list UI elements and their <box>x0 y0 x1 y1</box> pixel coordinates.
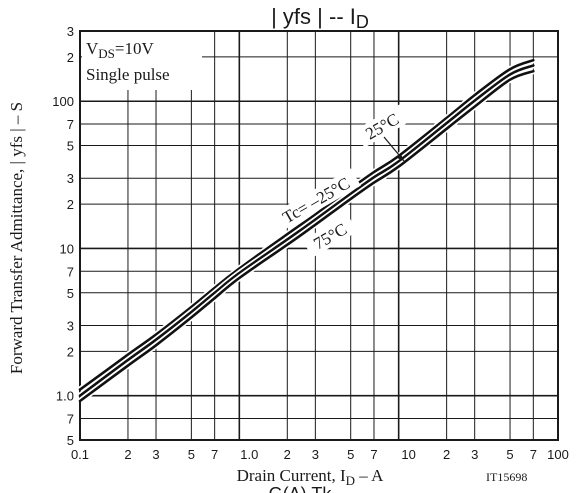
y-tick-labels: 5 7 1.0 2 3 5 7 10 2 3 5 7 100 2 3 <box>52 24 74 448</box>
y-tick-label: 100 <box>52 94 74 109</box>
x-tick-labels: 0.1 2 3 5 7 1.0 2 3 5 7 10 2 3 5 7 100 <box>71 447 569 462</box>
y-axis-label: Forward Transfer Admittance, | yfs | – S <box>7 102 26 374</box>
x-tick-label: 2 <box>284 447 291 462</box>
x-tick-label: 3 <box>471 447 478 462</box>
y-tick-label: 7 <box>67 411 74 426</box>
series-line-1 <box>78 64 535 397</box>
condition-pulse: Single pulse <box>86 65 170 84</box>
x-tick-label: 5 <box>347 447 354 462</box>
y-tick-label: 2 <box>67 344 74 359</box>
x-tick-label: 1.0 <box>240 447 258 462</box>
y-tick-label: 5 <box>67 286 74 301</box>
y-tick-label: 2 <box>67 197 74 212</box>
y-tick-label: 7 <box>67 264 74 279</box>
x-tick-label: 7 <box>530 447 537 462</box>
conditions-box <box>82 32 202 90</box>
y-tick-label: 7 <box>67 117 74 132</box>
series-line-2 <box>78 69 535 403</box>
y-tick-label: 3 <box>67 318 74 333</box>
y-tick-label: 2 <box>67 50 74 65</box>
figure-code: IT15698 <box>486 470 527 484</box>
bottom-clipped-text: G(A) Tk <box>269 484 333 493</box>
x-tick-label: 0.1 <box>71 447 89 462</box>
annotation-bg-75 <box>302 214 358 258</box>
condition-vds: VDS=10V <box>86 39 154 61</box>
x-tick-label: 7 <box>370 447 377 462</box>
x-tick-label: 100 <box>547 447 569 462</box>
x-tick-label: 2 <box>443 447 450 462</box>
x-tick-label: 2 <box>124 447 131 462</box>
chart-title: | yfs | -- ID <box>271 4 369 32</box>
x-tick-label: 7 <box>211 447 218 462</box>
series-line-0 <box>78 58 535 391</box>
x-axis-label: Drain Current, ID – A <box>237 466 385 488</box>
x-tick-label: 5 <box>506 447 513 462</box>
y-tick-label: 10 <box>60 241 74 256</box>
y-tick-label: 5 <box>67 433 74 448</box>
chart-title-main: | yfs | -- I <box>271 4 356 29</box>
x-tick-label: 5 <box>188 447 195 462</box>
x-tick-label: 10 <box>401 447 415 462</box>
y-tick-label: 3 <box>67 24 74 39</box>
y-tick-label: 5 <box>67 139 74 154</box>
y-tick-label: 3 <box>67 171 74 186</box>
chart-title-sub: D <box>356 12 369 32</box>
x-tick-label: 3 <box>152 447 159 462</box>
y-tick-label: 1.0 <box>56 389 74 404</box>
annotation-bg-25 <box>354 104 410 148</box>
annotation-25c-arrowhead <box>397 154 404 161</box>
x-tick-label: 3 <box>312 447 319 462</box>
annotation-bg-minus25 <box>271 168 361 232</box>
series-lines <box>78 57 535 404</box>
